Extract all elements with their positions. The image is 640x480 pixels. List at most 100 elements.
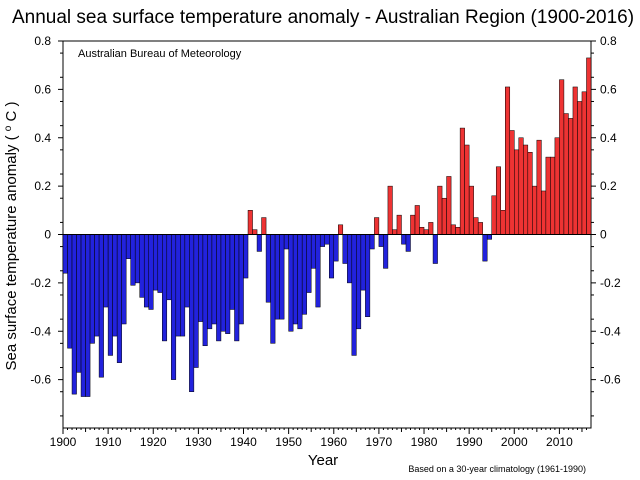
- bar-1953: [301, 234, 307, 315]
- bar-1997: [500, 210, 506, 235]
- bar-1940: [243, 234, 249, 279]
- bar-2013: [572, 86, 578, 235]
- bar-1966: [360, 234, 366, 291]
- y-tick-label-right: -0.4: [600, 324, 621, 338]
- y-tick-label-left: 0.8: [34, 34, 51, 48]
- bar-1955: [310, 234, 316, 269]
- bar-1922: [162, 234, 168, 342]
- bar-1934: [216, 234, 222, 342]
- bar-1988: [459, 127, 465, 235]
- bar-1959: [329, 234, 335, 279]
- bar-1901: [67, 234, 73, 349]
- bar-1900: [62, 234, 68, 274]
- bar-1983: [437, 185, 443, 235]
- y-tick-label-left: 0.6: [34, 82, 51, 96]
- bar-1967: [365, 234, 371, 317]
- x-axis-ticks: 1900 1910 1920 1930 1940 1950 1960 1970 1980 1990…: [50, 428, 587, 449]
- x-tick-label: 1960: [320, 435, 347, 449]
- bar-1915: [130, 234, 136, 286]
- footnote: Based on a 30-year climatology (1961-199…: [408, 464, 586, 474]
- x-tick-label: 2000: [501, 435, 528, 449]
- bar-1952: [297, 234, 303, 330]
- bar-2009: [554, 137, 560, 235]
- bar-1986: [450, 224, 456, 235]
- bar-1931: [202, 234, 208, 347]
- x-tick-label: 1950: [275, 435, 302, 449]
- bar-2008: [550, 156, 556, 235]
- source-label: Australian Bureau of Meteorology: [78, 48, 242, 60]
- bar-1978: [414, 205, 420, 235]
- y-tick-label-right: -0.2: [600, 276, 621, 290]
- bar-1968: [369, 234, 375, 250]
- bar-1946: [270, 234, 276, 344]
- bar-1994: [486, 234, 492, 240]
- y-tick-label-left: 0: [44, 228, 51, 242]
- bar-1939: [238, 234, 244, 325]
- bar-1979: [419, 226, 425, 235]
- bar-1929: [193, 234, 199, 368]
- bar-1945: [265, 234, 271, 303]
- bar-1913: [121, 234, 127, 325]
- bar-1942: [252, 229, 258, 235]
- bar-1904: [80, 234, 86, 397]
- bar-group: [62, 57, 592, 397]
- bar-1958: [324, 234, 330, 245]
- bar-1985: [446, 176, 452, 235]
- bar-1992: [477, 222, 483, 235]
- y-tick-label-left: -0.6: [30, 373, 51, 387]
- bar-1937: [229, 234, 235, 310]
- bar-2004: [532, 185, 538, 235]
- bar-1933: [211, 234, 217, 325]
- bar-1972: [387, 185, 393, 235]
- bar-2014: [577, 101, 583, 235]
- bar-1971: [383, 234, 389, 269]
- bar-1965: [356, 234, 362, 330]
- bar-1944: [261, 217, 267, 235]
- bar-1902: [71, 234, 77, 395]
- bar-1932: [207, 234, 213, 330]
- y-tick-label-left: -0.2: [30, 276, 51, 290]
- bar-2002: [523, 144, 529, 235]
- bar-1928: [189, 234, 195, 392]
- bar-1919: [148, 234, 154, 310]
- y-tick-label-left: 0.4: [34, 131, 51, 145]
- bar-1984: [441, 197, 447, 235]
- bar-1938: [234, 234, 240, 342]
- bar-1961: [338, 224, 344, 235]
- y-axis-label-suffix: C ): [3, 101, 20, 125]
- bar-1960: [333, 234, 339, 262]
- y-axis-ticks: -0.6 -0.6 -0.4 -0.4 -0.2 -0.2 0 0 0.2 0.2 0.4 0.4 0.…: [30, 34, 621, 417]
- x-tick-label: 1980: [411, 435, 438, 449]
- bar-1976: [405, 234, 411, 252]
- bar-1989: [464, 144, 470, 235]
- bar-1926: [180, 234, 186, 337]
- x-tick-label: 1970: [366, 435, 393, 449]
- bar-1947: [274, 234, 280, 320]
- bar-1998: [505, 86, 511, 235]
- bar-1975: [401, 234, 407, 245]
- bar-1907: [94, 234, 100, 337]
- x-tick-label: 1900: [50, 435, 77, 449]
- bar-1903: [76, 234, 82, 373]
- bar-1921: [157, 234, 163, 293]
- bar-1905: [85, 234, 91, 397]
- bar-2015: [581, 91, 587, 235]
- bar-1956: [315, 234, 321, 308]
- bar-2010: [559, 79, 565, 235]
- bar-1982: [432, 234, 438, 264]
- bar-1995: [491, 195, 497, 235]
- bar-1969: [374, 217, 380, 235]
- bar-1930: [198, 234, 204, 322]
- x-axis-label: Year: [308, 452, 338, 469]
- bar-1918: [143, 234, 149, 308]
- bar-1917: [139, 234, 145, 298]
- y-tick-label-right: -0.6: [600, 373, 621, 387]
- bar-1920: [153, 234, 159, 291]
- bar-1963: [347, 234, 353, 284]
- bar-1909: [103, 234, 109, 308]
- bar-1999: [509, 130, 515, 235]
- bar-1936: [225, 234, 231, 334]
- bar-1991: [473, 217, 479, 235]
- bar-1964: [351, 234, 357, 356]
